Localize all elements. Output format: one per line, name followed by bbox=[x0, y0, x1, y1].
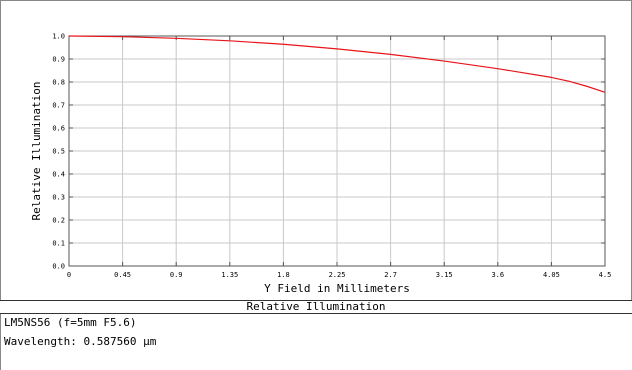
x-tick-label: 1.8 bbox=[277, 271, 290, 279]
plot-panel: 0 0.45 0.9 1.35 1.8 2.25 2.7 3.15 3.6 4.05 4.5 0.0 0… bbox=[0, 0, 632, 300]
y-tick-label: 1.0 bbox=[52, 33, 65, 41]
x-tick-label: 1.35 bbox=[221, 271, 238, 279]
relative-illumination-chart: 0 0.45 0.9 1.35 1.8 2.25 2.7 3.15 3.6 4.05 4.5 0.0 0… bbox=[30, 33, 612, 296]
y-tick-label: 0.1 bbox=[52, 240, 65, 248]
x-axis-label: Y Field in Millimeters bbox=[264, 282, 410, 295]
wavelength-label: Wavelength: 0.587560 µm bbox=[4, 335, 157, 348]
y-tick-label: 0.6 bbox=[52, 125, 65, 133]
x-tick-label: 0.9 bbox=[170, 271, 183, 279]
y-tick-label: 0.0 bbox=[52, 263, 65, 271]
x-tick-label: 0.45 bbox=[114, 271, 131, 279]
x-tick-label: 0 bbox=[67, 271, 71, 279]
x-tick-label: 4.05 bbox=[543, 271, 560, 279]
y-tick-label: 0.7 bbox=[52, 102, 65, 110]
frame-edge bbox=[0, 314, 1, 370]
x-tick-label: 2.25 bbox=[329, 271, 346, 279]
y-tick-label: 0.3 bbox=[52, 194, 65, 202]
lens-label: LM5NS56 (f=5mm F5.6) bbox=[4, 316, 137, 329]
y-axis-label: Relative Illumination bbox=[30, 81, 43, 220]
illumination-series-line bbox=[68, 35, 606, 93]
x-tick-label: 3.6 bbox=[491, 271, 504, 279]
plot-caption: Relative Illumination bbox=[0, 300, 632, 314]
x-tick-label: 2.7 bbox=[384, 271, 397, 279]
y-tick-label: 0.2 bbox=[52, 217, 65, 225]
y-tick-label: 0.4 bbox=[52, 171, 65, 179]
x-tick-label: 3.15 bbox=[436, 271, 453, 279]
x-tick-label: 4.5 bbox=[599, 271, 612, 279]
y-tick-label: 0.9 bbox=[52, 56, 65, 64]
y-tick-label: 0.8 bbox=[52, 79, 65, 87]
y-tick-label: 0.5 bbox=[52, 148, 65, 156]
